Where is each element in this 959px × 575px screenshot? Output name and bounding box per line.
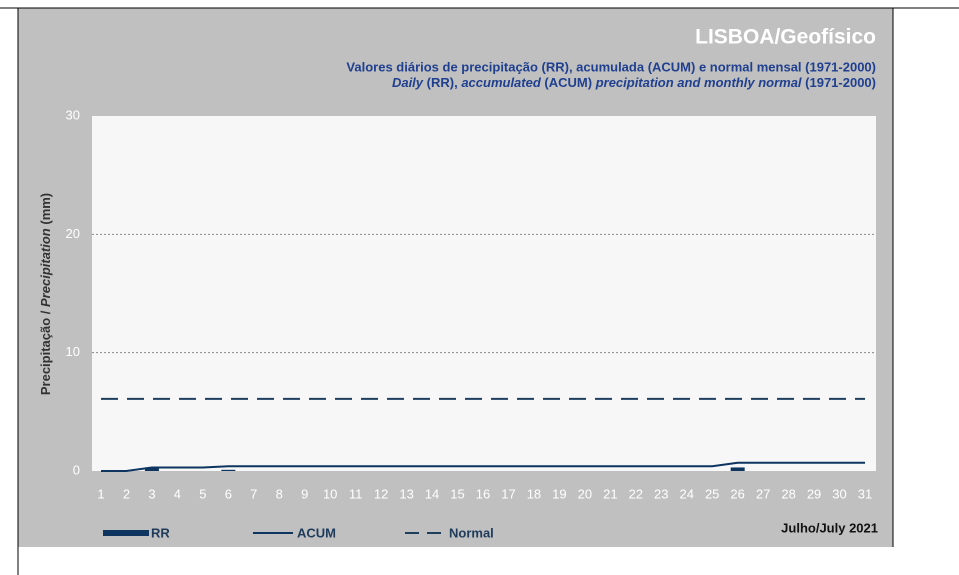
acum-line [101,461,865,472]
period-label: Julho/July 2021 [781,520,878,535]
plot-area [92,116,876,471]
y-tick-label: 0 [73,462,80,477]
x-tick-label: 20 [578,486,592,501]
x-tick-label: 10 [323,486,337,501]
chart-subtitle: Valores diários de precipitação (RR), ac… [346,59,876,74]
y-axis-label: Precipitação / Precipitation (mm) [38,193,53,395]
x-tick-label: 13 [399,486,413,501]
x-tick-label: 3 [148,486,155,501]
x-tick-label: 26 [730,486,744,501]
x-tick-label: 7 [250,486,257,501]
text-part: (mm) [38,193,53,228]
x-tick-label: 18 [527,486,541,501]
y-tick-label: 10 [66,344,80,359]
x-tick-label: 28 [781,486,795,501]
x-tick-label: 30 [832,486,846,501]
x-tick-label: 9 [301,486,308,501]
x-tick-label: 8 [276,486,283,501]
x-tick-label: 27 [756,486,770,501]
rr-bar [730,467,745,471]
x-tick-label: 19 [552,486,566,501]
text-part: Precipitação / [38,307,53,395]
legend-label: ACUM [297,525,336,540]
x-tick-label: 21 [603,486,617,501]
x-tick-label: 1 [97,486,104,501]
x-tick-label: 2 [123,486,130,501]
legend-swatch [103,530,149,536]
y-tick-label: 20 [66,226,80,241]
x-tick-label: 14 [425,486,439,501]
chart-subtitle-en: Daily (RR), accumulated (ACUM) precipita… [392,75,876,90]
rr-bar [144,467,159,471]
chart-title: LISBOA/Geofísico [695,26,876,49]
x-tick-label: 11 [349,486,363,501]
text-part: accumulated [461,75,542,90]
x-tick-label: 16 [476,486,490,501]
text-part: (1971-2000) [802,75,876,90]
x-tick-label: 5 [199,486,206,501]
x-tick-label: 29 [807,486,821,501]
y-tick-label: 30 [66,107,80,122]
x-tick-label: 15 [450,486,464,501]
legend-label: Normal [449,525,494,540]
x-tick-label: 12 [374,486,388,501]
text-part: Daily [392,75,424,90]
text-part: precipitation and monthly normal [595,75,802,90]
x-tick-label: 22 [629,486,643,501]
x-tick-label: 23 [654,486,668,501]
text-part: (ACUM) [541,75,596,90]
x-tick-label: 31 [858,486,872,501]
legend-label: RR [151,525,170,540]
text-part: Precipitation [38,228,53,307]
rr-bar [221,469,236,471]
x-tick-label: 6 [225,486,232,501]
x-tick-label: 4 [174,486,181,501]
x-tick-label: 24 [679,486,693,501]
x-tick-label: 25 [705,486,719,501]
text-part: (RR), [423,75,461,90]
x-tick-label: 17 [501,486,515,501]
